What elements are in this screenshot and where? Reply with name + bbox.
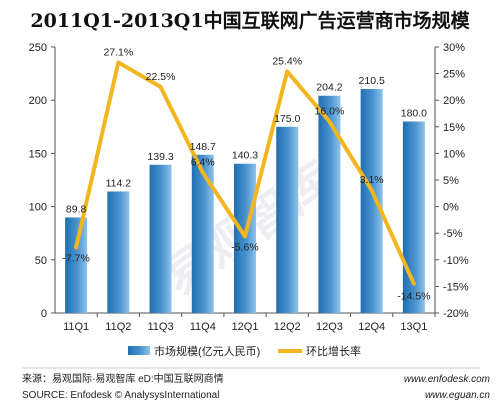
source-line-2: SOURCE: Enfodesk © AnalysysInternational [22,390,220,401]
line-value-label: -5.6% [231,241,258,253]
growth-line [74,60,416,286]
y-right-tick-label: 25% [443,69,465,81]
x-tick-label: 11Q1 [63,321,89,333]
source-note: 来源：易观国际·易观智库 eD:中国互联网商情 SOURCE: Enfodesk… [22,372,224,404]
bar-value-label: 114.2 [106,177,132,189]
bar [107,191,130,313]
x-tick-label: 13Q1 [400,321,427,333]
x-tick-label: 12Q1 [232,321,259,333]
bar-value-label: 89.8 [66,203,87,215]
x-tick-label: 12Q4 [358,321,385,333]
y-left-tick-label: 200 [29,95,47,107]
y-left-tick-label: 250 [29,42,47,54]
bar-value-label: 140.3 [232,150,258,162]
x-tick-label: 11Q4 [190,321,216,333]
x-tick-label: 11Q3 [148,321,174,333]
source-line-1: 来源：易观国际·易观智库 eD:中国互联网商情 [22,374,224,385]
y-right-tick-label: 15% [443,122,465,134]
legend-line-label: 环比增长率 [306,344,361,358]
line-value-label: 6.4% [191,157,215,169]
line-value-label: 27.1% [103,46,133,58]
y-right-tick-label: 20% [443,95,465,107]
bar [149,164,172,313]
website-links: www.enfodesk.com www.eguan.cn [404,372,490,404]
bar-value-label: 210.5 [359,75,385,87]
y-right-tick-label: 0% [443,202,459,214]
y-left-tick-label: 50 [35,255,47,267]
y-right-tick-label: 10% [443,148,465,160]
legend-bar-swatch [128,346,150,355]
line-value-label: 25.4% [272,55,302,67]
x-tick-label: 12Q2 [274,321,301,333]
x-tick-label: 11Q2 [105,321,131,333]
website-2[interactable]: www.eguan.cn [424,390,490,401]
y-right-tick-label: -15% [443,281,469,293]
bar [65,217,88,313]
line-value-label: 16.0% [315,105,345,117]
chart-title: 2011Q1-2013Q1中国互联网广告运营商市场规模 [30,10,470,32]
bar-value-label: 180.0 [401,107,427,119]
y-left-tick-label: 150 [29,148,47,160]
bar-value-label: 204.2 [316,82,342,94]
line-value-label: 3.1% [360,174,384,186]
y-right-tick-label: -10% [443,255,469,267]
y-left-tick-label: 0 [41,308,47,320]
bar-value-label: 175.0 [274,113,300,125]
x-tick-label: 12Q3 [316,321,343,333]
line-value-label: -14.5% [397,291,430,303]
bar [276,126,299,313]
y-right-tick-label: -20% [443,308,469,320]
bar [360,89,383,313]
y-left-tick-label: 100 [29,202,47,214]
bar [191,154,214,313]
bar-value-label: 139.3 [147,151,173,163]
legend-bar-label: 市场规模(亿元人民币) [154,344,260,358]
y-right-tick-label: 5% [443,175,459,187]
y-right-tick-label: -5% [443,228,463,240]
line-value-label: -7.7% [62,253,89,265]
bar-value-label: 148.7 [190,141,216,153]
bar [402,121,425,313]
website-1[interactable]: www.enfodesk.com [403,374,490,385]
y-right-tick-label: 30% [443,42,465,54]
line-value-label: 22.5% [146,71,176,83]
bar [318,95,341,313]
